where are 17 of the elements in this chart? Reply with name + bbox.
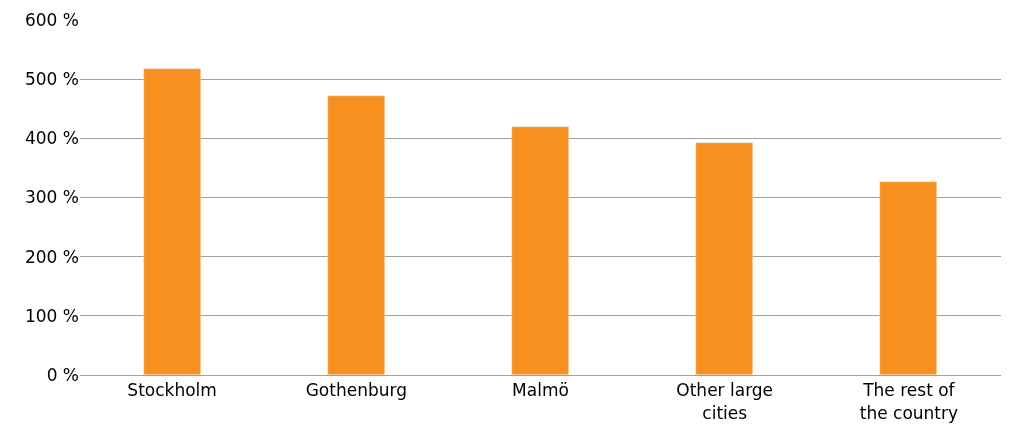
- y-tick-label: 200 %: [24, 246, 79, 267]
- y-tick-label: 0 %: [46, 364, 79, 385]
- y-tick-label: 300 %: [24, 187, 79, 208]
- bar: [143, 68, 201, 375]
- x-tick-label: Malmö: [512, 380, 569, 401]
- y-tick-label: 400 %: [24, 128, 79, 149]
- x-tick-label: Other large cities: [676, 380, 774, 423]
- bar: [511, 126, 569, 375]
- y-tick-label: 600 %: [24, 9, 79, 30]
- x-tick-label: Gothenburg: [305, 380, 407, 401]
- x-tick-label: The rest of the country: [859, 380, 959, 423]
- y-tick-label: 100 %: [24, 305, 79, 326]
- bar: [879, 181, 937, 375]
- bar: [327, 95, 385, 375]
- bar: [695, 142, 753, 375]
- y-tick-label: 500 %: [24, 69, 79, 90]
- x-tick-label: Stockholm: [127, 380, 217, 401]
